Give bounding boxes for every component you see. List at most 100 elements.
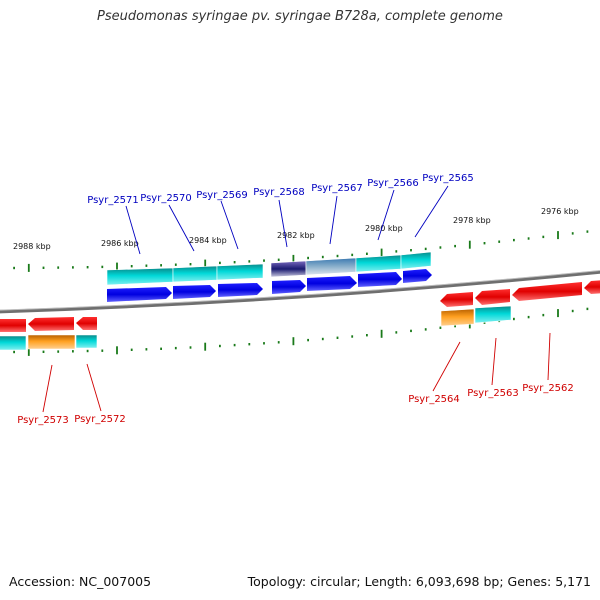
ruler-minor-tick [307, 256, 309, 260]
gene-arrow-left-a[interactable] [0, 319, 26, 332]
ruler-bottom [13, 307, 589, 356]
gene-arrow-psyr-2573[interactable] [28, 317, 74, 331]
ruler-minor-tick [233, 261, 236, 264]
gene-labels-bottom: Psyr_2573 Psyr_2572 Psyr_2564 Psyr_2563 … [17, 383, 574, 426]
ruler-minor-tick [498, 240, 501, 243]
gene-label-psyr-2570[interactable]: Psyr_2570 [140, 193, 192, 204]
ruler-labels: 2988 kbp 2986 kbp 2984 kbp 2982 kbp 2980… [13, 207, 579, 251]
ruler-minor-tick [351, 335, 354, 338]
gene-label-psyr-2569[interactable]: Psyr_2569 [196, 190, 248, 201]
gene-arrow-psyr-2572[interactable] [76, 317, 97, 330]
cds-feature [440, 308, 475, 327]
ruler-minor-tick [513, 238, 515, 242]
gene-label-psyr-2563[interactable]: Psyr_2563 [467, 388, 519, 399]
ruler-minor-tick [366, 334, 368, 337]
ruler-major-tick [557, 231, 559, 240]
ruler-major-tick [380, 248, 383, 257]
ruler-minor-tick [189, 263, 192, 266]
gene-arrow-psyr-2562[interactable] [512, 282, 582, 301]
ruler-minor-tick [72, 266, 74, 269]
ruler-minor-tick [439, 246, 442, 249]
ruler-minor-tick [336, 254, 339, 258]
ruler-minor-tick [586, 307, 589, 311]
gene-arrow-psyr-2571[interactable] [107, 287, 172, 302]
ruler-minor-tick [86, 266, 89, 269]
leader-lines-bottom [42, 332, 551, 413]
ruler-label-2980: 2980 kbp [365, 224, 403, 233]
gene-arrow-psyr-2568[interactable] [272, 280, 306, 294]
ruler-minor-tick [174, 263, 177, 266]
gene-arrow-right-a[interactable] [584, 280, 600, 294]
ruler-minor-tick [233, 343, 236, 347]
ruler-minor-tick [130, 265, 133, 268]
ruler-minor-tick [263, 342, 265, 345]
ruler-major-tick [116, 262, 118, 271]
ruler-minor-tick [336, 336, 339, 339]
ruler-minor-tick [248, 260, 251, 263]
ruler-major-tick [116, 346, 118, 355]
ruler-minor-tick [395, 331, 398, 334]
ruler-minor-tick [571, 309, 574, 313]
gene-label-psyr-2572[interactable]: Psyr_2572 [74, 414, 126, 425]
gene-label-psyr-2562[interactable]: Psyr_2562 [522, 383, 574, 394]
gene-arrow-psyr-2570[interactable] [173, 285, 216, 299]
ruler-major-tick [557, 309, 559, 318]
ruler-minor-tick [174, 346, 177, 350]
ruler-label-2986: 2986 kbp [101, 239, 139, 248]
gene-label-psyr-2571[interactable]: Psyr_2571 [87, 195, 139, 206]
gene-arrow-psyr-2565[interactable] [403, 269, 432, 283]
ruler-major-tick [292, 337, 295, 346]
cds-feature [172, 265, 218, 283]
gene-label-psyr-2568[interactable]: Psyr_2568 [253, 187, 305, 198]
gene-track-reverse [0, 280, 600, 332]
gene-label-psyr-2564[interactable]: Psyr_2564 [408, 394, 460, 405]
gene-track-forward [107, 269, 432, 302]
ruler-major-tick [204, 259, 207, 268]
ruler-minor-tick [321, 337, 324, 341]
gene-arrow-psyr-2567[interactable] [307, 276, 357, 291]
ruler-label-2976: 2976 kbp [541, 207, 579, 216]
ruler-minor-tick [145, 264, 148, 267]
ruler-minor-tick [366, 252, 368, 255]
ruler-major-tick [27, 263, 30, 272]
gene-label-psyr-2567[interactable]: Psyr_2567 [311, 183, 363, 194]
cds-feature [27, 334, 76, 350]
ruler-major-tick [204, 342, 207, 351]
ruler-minor-tick [321, 255, 324, 259]
gene-label-psyr-2566[interactable]: Psyr_2566 [367, 178, 419, 189]
cds-feature [106, 267, 174, 286]
ruler-top [13, 230, 589, 272]
ruler-minor-tick [542, 313, 545, 317]
genome-backbone-highlight [0, 269, 600, 311]
ruler-minor-tick [439, 326, 442, 329]
ruler-label-2984: 2984 kbp [189, 236, 227, 245]
gene-label-psyr-2573[interactable]: Psyr_2573 [17, 415, 69, 426]
ruler-minor-tick [160, 347, 162, 350]
ruler-minor-tick [513, 317, 515, 321]
ruler-minor-tick [101, 265, 104, 269]
ruler-minor-tick [160, 264, 162, 267]
ruler-minor-tick [189, 346, 192, 349]
ruler-minor-tick [454, 244, 456, 248]
ruler-minor-tick [277, 341, 280, 344]
gene-labels-top: Psyr_2571 Psyr_2570 Psyr_2569 Psyr_2568 … [87, 173, 474, 206]
ruler-major-tick [27, 347, 30, 356]
ruler-minor-tick [145, 348, 148, 351]
gene-arrow-psyr-2563[interactable] [475, 289, 510, 305]
ruler-minor-tick [424, 328, 427, 331]
ruler-label-2978: 2978 kbp [453, 216, 491, 225]
accession-text: Accession: NC_007005 [9, 574, 152, 589]
gene-arrow-psyr-2566[interactable] [358, 272, 402, 287]
ruler-major-tick [292, 254, 295, 263]
cds-feature [355, 254, 402, 273]
ruler-minor-tick [72, 350, 74, 353]
ruler-minor-tick [42, 350, 45, 353]
gene-arrow-psyr-2564[interactable] [440, 292, 473, 307]
ruler-minor-tick [571, 232, 574, 235]
cds-track-top [106, 251, 432, 286]
ruler-minor-tick [101, 349, 104, 352]
ruler-minor-tick [483, 242, 486, 245]
gene-label-psyr-2565[interactable]: Psyr_2565 [422, 173, 474, 184]
gene-arrow-psyr-2569[interactable] [218, 283, 263, 297]
ruler-minor-tick [424, 247, 427, 251]
